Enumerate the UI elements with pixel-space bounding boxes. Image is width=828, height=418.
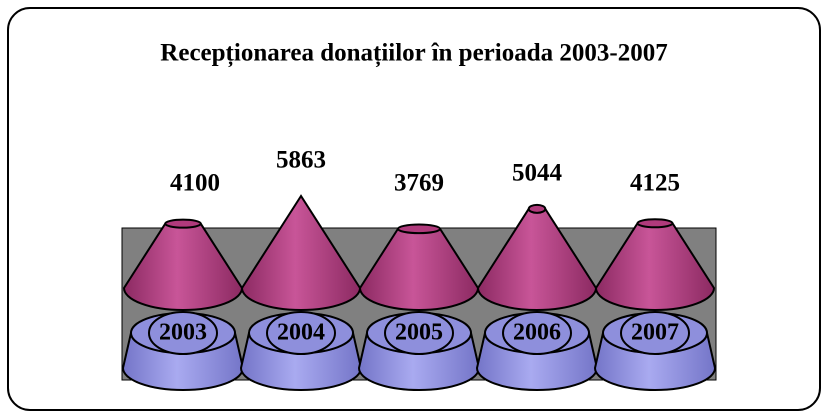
cone-top [164, 218, 202, 229]
cone-top [636, 218, 674, 229]
category-label-bg [266, 311, 336, 355]
category-label-bg [384, 311, 454, 355]
cone [594, 222, 716, 311]
value-label: 5044 [512, 160, 563, 187]
x-tick-label: 2006 [513, 320, 561, 346]
cone [476, 207, 598, 311]
cone [122, 222, 244, 311]
category-label-bg [148, 311, 218, 355]
x-tick-label: 2004 [277, 320, 325, 346]
value-label: 3769 [394, 170, 444, 197]
value-label: 5863 [276, 147, 326, 174]
chart-title: Recepționarea donațiilor în perioada 200… [160, 40, 667, 68]
cone [358, 227, 480, 311]
category-label-bg [620, 311, 690, 355]
x-tick-label: 2003 [159, 320, 207, 346]
category-label-bg [502, 311, 572, 355]
cone-top [396, 223, 442, 235]
x-tick-label: 2007 [631, 320, 679, 346]
value-label: 4100 [170, 170, 220, 197]
value-label: 4125 [630, 170, 680, 197]
x-tick-label: 2005 [395, 320, 443, 346]
cone-top [527, 203, 547, 214]
cone [240, 194, 362, 311]
